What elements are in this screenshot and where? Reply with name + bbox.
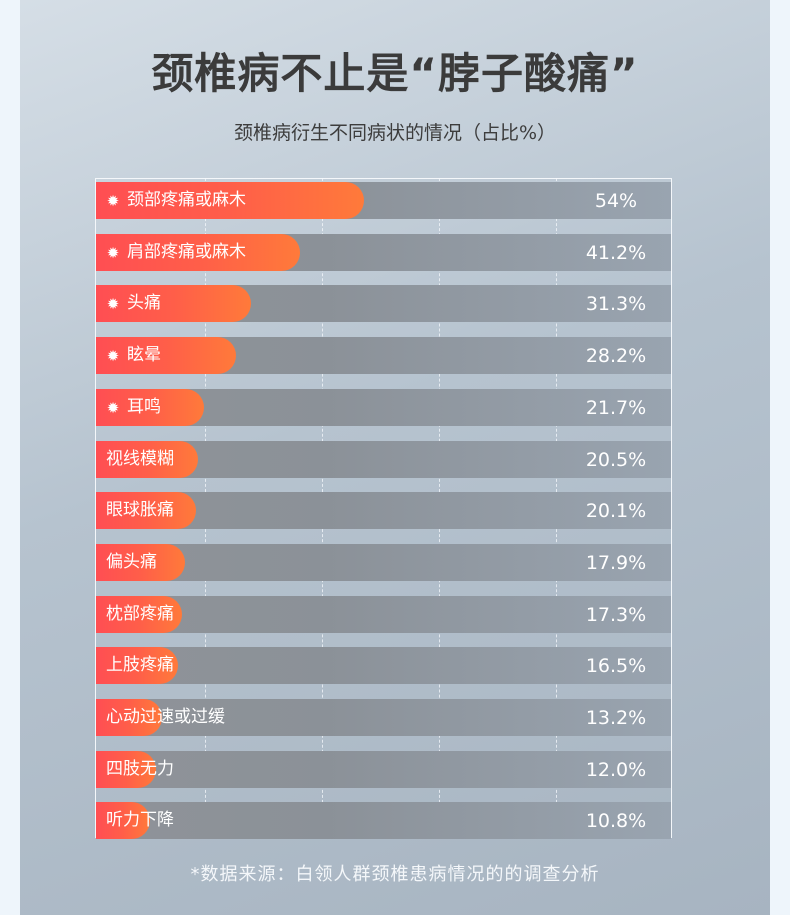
virus-icon: ✹ (106, 347, 120, 366)
bar (96, 802, 150, 840)
category-label: 颈部疼痛或麻木 (127, 190, 246, 210)
category-label: 偏头痛 (106, 551, 157, 572)
category-label: 视线模糊 (106, 448, 174, 469)
bar-track: 枕部疼痛 17.3% (96, 595, 671, 633)
bar (96, 699, 162, 736)
value-label: 20.1% (585, 500, 647, 523)
category-label: 头痛 (127, 293, 161, 314)
value-label: 16.5% (585, 655, 647, 678)
value-label: 10.8% (585, 810, 647, 833)
category-label: 肩部疼痛或麻木 (127, 241, 246, 262)
category-label: 听力下降 (106, 810, 174, 831)
bar-track: ✹ 眩晕 28.2% (96, 337, 671, 375)
bar-chart: ✹ 颈部疼痛或麻木 54% ✹ 肩部疼痛或麻木 41.2% ✹ 头痛 31.3% ✹ 眩晕 28.2%… (95, 178, 672, 840)
value-label: 21.7% (585, 396, 647, 419)
bar-track: ✹ 头痛 31.3% (96, 285, 671, 323)
category-label: 眼球胀痛 (106, 500, 174, 521)
value-label: 54% (594, 190, 638, 212)
category-label: 上肢疼痛 (106, 655, 174, 676)
bar-track: ✹ 肩部疼痛或麻木 41.2% (96, 233, 671, 271)
bar (96, 233, 300, 271)
bar-track: 四肢无力 12.0% (96, 750, 671, 788)
category-label: 四肢无力 (106, 758, 174, 779)
bar-track: 眼球胀痛 20.1% (96, 492, 671, 530)
value-label: 17.9% (585, 551, 647, 574)
chart-subtitle: 颈椎病衍生不同病状的情况（占比%） (233, 122, 557, 144)
category-label: 心动过速或过缓 (106, 707, 225, 727)
value-label: 13.2% (585, 707, 647, 729)
value-label: 41.2% (585, 241, 647, 264)
value-label: 12.0% (585, 758, 647, 781)
bar-track: ✹ 颈部疼痛或麻木 54% (96, 182, 671, 219)
virus-icon: ✹ (106, 243, 120, 262)
bar (96, 337, 236, 375)
bar-track: 视线模糊 20.5% (96, 440, 671, 478)
bar (96, 285, 251, 323)
value-label: 31.3% (585, 293, 647, 316)
value-label: 20.5% (585, 448, 647, 471)
bar-track: 上肢疼痛 16.5% (96, 647, 671, 685)
category-label: 耳鸣 (127, 396, 161, 417)
bar (96, 388, 204, 426)
value-label: 28.2% (585, 345, 647, 368)
chart-title: 颈椎病不止是“脖子酸痛” (151, 49, 639, 98)
bar-track: 偏头痛 17.9% (96, 543, 671, 581)
category-label: 枕部疼痛 (106, 603, 174, 624)
bar (96, 647, 178, 685)
virus-icon: ✹ (106, 295, 120, 314)
category-label: 眩晕 (127, 345, 161, 366)
bar (96, 492, 196, 530)
bar (96, 595, 182, 633)
bar-track: ✹ 耳鸣 21.7% (96, 388, 671, 426)
virus-icon: ✹ (106, 192, 120, 210)
bar (96, 543, 185, 581)
bar (96, 750, 156, 788)
value-label: 17.3% (585, 603, 647, 626)
bar (96, 182, 364, 219)
bar-track: 心动过速或过缓 13.2% (96, 699, 671, 736)
bar-track: 听力下降 10.8% (96, 802, 671, 840)
bar (96, 440, 198, 478)
data-source-note: *数据来源：白领人群颈椎患病情况的的调查分析 (190, 864, 600, 885)
virus-icon: ✹ (106, 398, 120, 417)
